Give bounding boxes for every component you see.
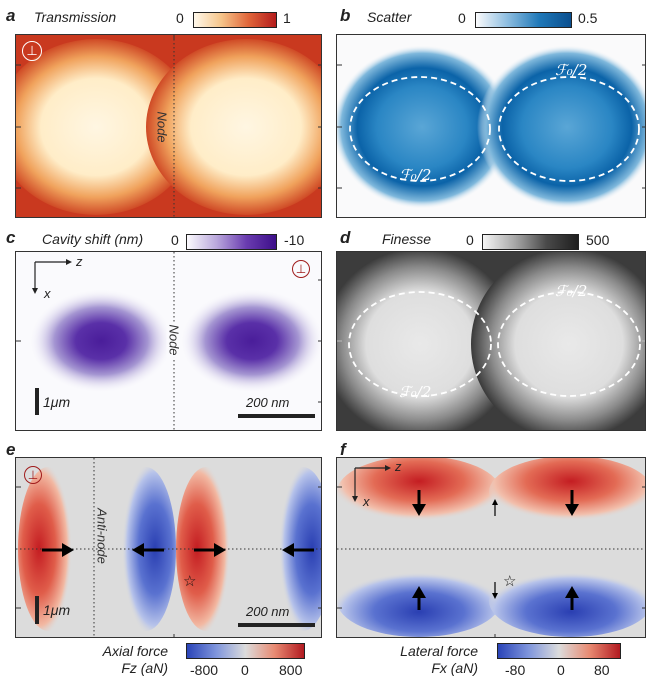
panel-e-cb-tick-max: 800 [279,662,303,678]
panel-e-cb-tick-mid: 0 [241,662,249,678]
panel-e-scalebar-horizontal [238,623,315,627]
panel-a-polarization-icon: ⊥ [22,41,42,61]
panel-b-title: Scatter [367,9,412,25]
panel-e-star-icon: ☆ [183,573,197,590]
panel-b-letter: b [340,6,351,25]
panel-e-polarization-icon: ⊥ [24,466,42,484]
panel-f-cb-tick-mid: 0 [557,662,565,678]
panel-f-cb-tick-max: 80 [594,662,610,678]
panel-a-svg [16,35,321,217]
panel-f-axis-x-label: x [363,494,370,509]
panel-e-cb-tick-min: -800 [190,662,219,678]
panel-e-svg [16,458,321,637]
panel-c-colorbar [186,234,277,250]
panel-c-axis-z-arrow [66,259,72,265]
panel-c-scalebar-vertical-label: 1μm [43,394,71,410]
panel-f-letter: f [340,440,346,459]
panel-c-axis-z-label: z [76,254,83,269]
panel-f-caption-line2: Fx (aN) [431,660,478,676]
panel-a-cb-min: 0 [176,10,184,26]
panel-e-arrowhead-left-2 [282,543,294,557]
panel-b-cb-max: 0.5 [578,10,598,26]
panel-e-caption: Axial force Fz (aN) [40,643,168,677]
panel-d-contour-label-left: ℱ₀/2 [399,383,432,401]
panel-c-scalebar-vertical [35,388,39,415]
panel-e-arrowhead-left-1 [132,543,144,557]
panel-b-heatmap: ℱ₀/2 ℱ₀/2 [336,34,646,218]
panel-f-arrowhead-down-2 [565,504,579,516]
panel-f-small-arrowhead-up [492,499,498,505]
panel-c-heatmap: z x Node 1μm 200 nm ⊥ [15,251,322,431]
panel-c-title: Cavity shift (nm) [42,231,144,247]
panel-b-colorbar [475,12,572,28]
panel-a-heatmap: Node ⊥ [15,34,322,218]
panel-a-title: Transmission [34,9,117,25]
panel-f-caption: Lateral force Fx (aN) [350,643,478,677]
panel-f-colorbar [497,643,621,659]
panel-f-heatmap: z x ☆ [336,457,646,638]
panel-d-colorbar [482,234,579,250]
panel-c-axis-x-arrow [32,288,38,294]
panel-f-star-icon: ☆ [503,573,517,590]
panel-f-caption-line1: Lateral force [400,643,478,659]
panel-a-node-label: Node [154,111,170,143]
panel-c-svg [16,252,321,430]
panel-c-letter: c [6,228,16,247]
panel-e-caption-line1: Axial force [102,643,168,659]
panel-f-arrowhead-down-1 [412,504,426,516]
panel-a-colorbar [193,12,277,28]
panel-b-cb-min: 0 [458,10,466,26]
panel-d-cb-max: 500 [586,232,610,248]
panel-b-contour-label-left: ℱ₀/2 [399,166,432,184]
panel-b-contour-label-right: ℱ₀/2 [555,61,588,79]
panel-a-cb-max: 1 [283,10,291,26]
panel-e-caption-line2: Fz (aN) [121,660,168,676]
panel-d-contour-label-right: ℱ₀/2 [555,282,588,300]
panel-c-polarization-icon: ⊥ [292,260,310,278]
panel-a-letter: a [6,6,16,25]
panel-c-scalebar-horizontal-label: 200 nm [246,395,290,410]
panel-e-arrowhead-right-2 [214,543,226,557]
panel-e-scalebar-vertical-label: 1μm [43,602,71,618]
panel-e-arrowhead-right-1 [62,543,74,557]
panel-f-axis-x-arrow [352,496,358,502]
panel-d-letter: d [340,228,351,247]
panel-e-heatmap: Anti-node ⊥ ☆ 1μm 200 nm [15,457,322,638]
panel-f-arrowhead-up-2 [565,586,579,598]
panel-c-node-label: Node [166,322,182,358]
panel-e-antinode-label: Anti-node [94,508,110,564]
panel-c-cb-min: 0 [171,232,179,248]
panel-e-colorbar [186,643,305,659]
panel-f-arrowhead-up-1 [412,586,426,598]
panel-f-small-arrowhead-down [492,593,498,599]
panel-c-scalebar-horizontal [238,414,315,418]
panel-d-title: Finesse [382,231,432,247]
panel-f-axis-z-label: z [395,459,402,474]
panel-e-letter: e [6,440,16,459]
panel-f-axis-z-arrow [385,465,391,471]
panel-c-cb-max: -10 [284,232,305,248]
panel-d-svg [337,252,645,430]
panel-e-scalebar-vertical [35,596,39,624]
panel-f-cb-tick-min: -80 [505,662,526,678]
panel-d-cb-min: 0 [466,232,474,248]
panel-b-svg [337,45,645,209]
panel-e-scalebar-horizontal-label: 200 nm [246,604,290,619]
panel-c-axis-x-label: x [44,286,51,301]
panel-d-heatmap: ℱ₀/2 ℱ₀/2 [336,251,646,431]
panel-f-svg [337,458,645,637]
